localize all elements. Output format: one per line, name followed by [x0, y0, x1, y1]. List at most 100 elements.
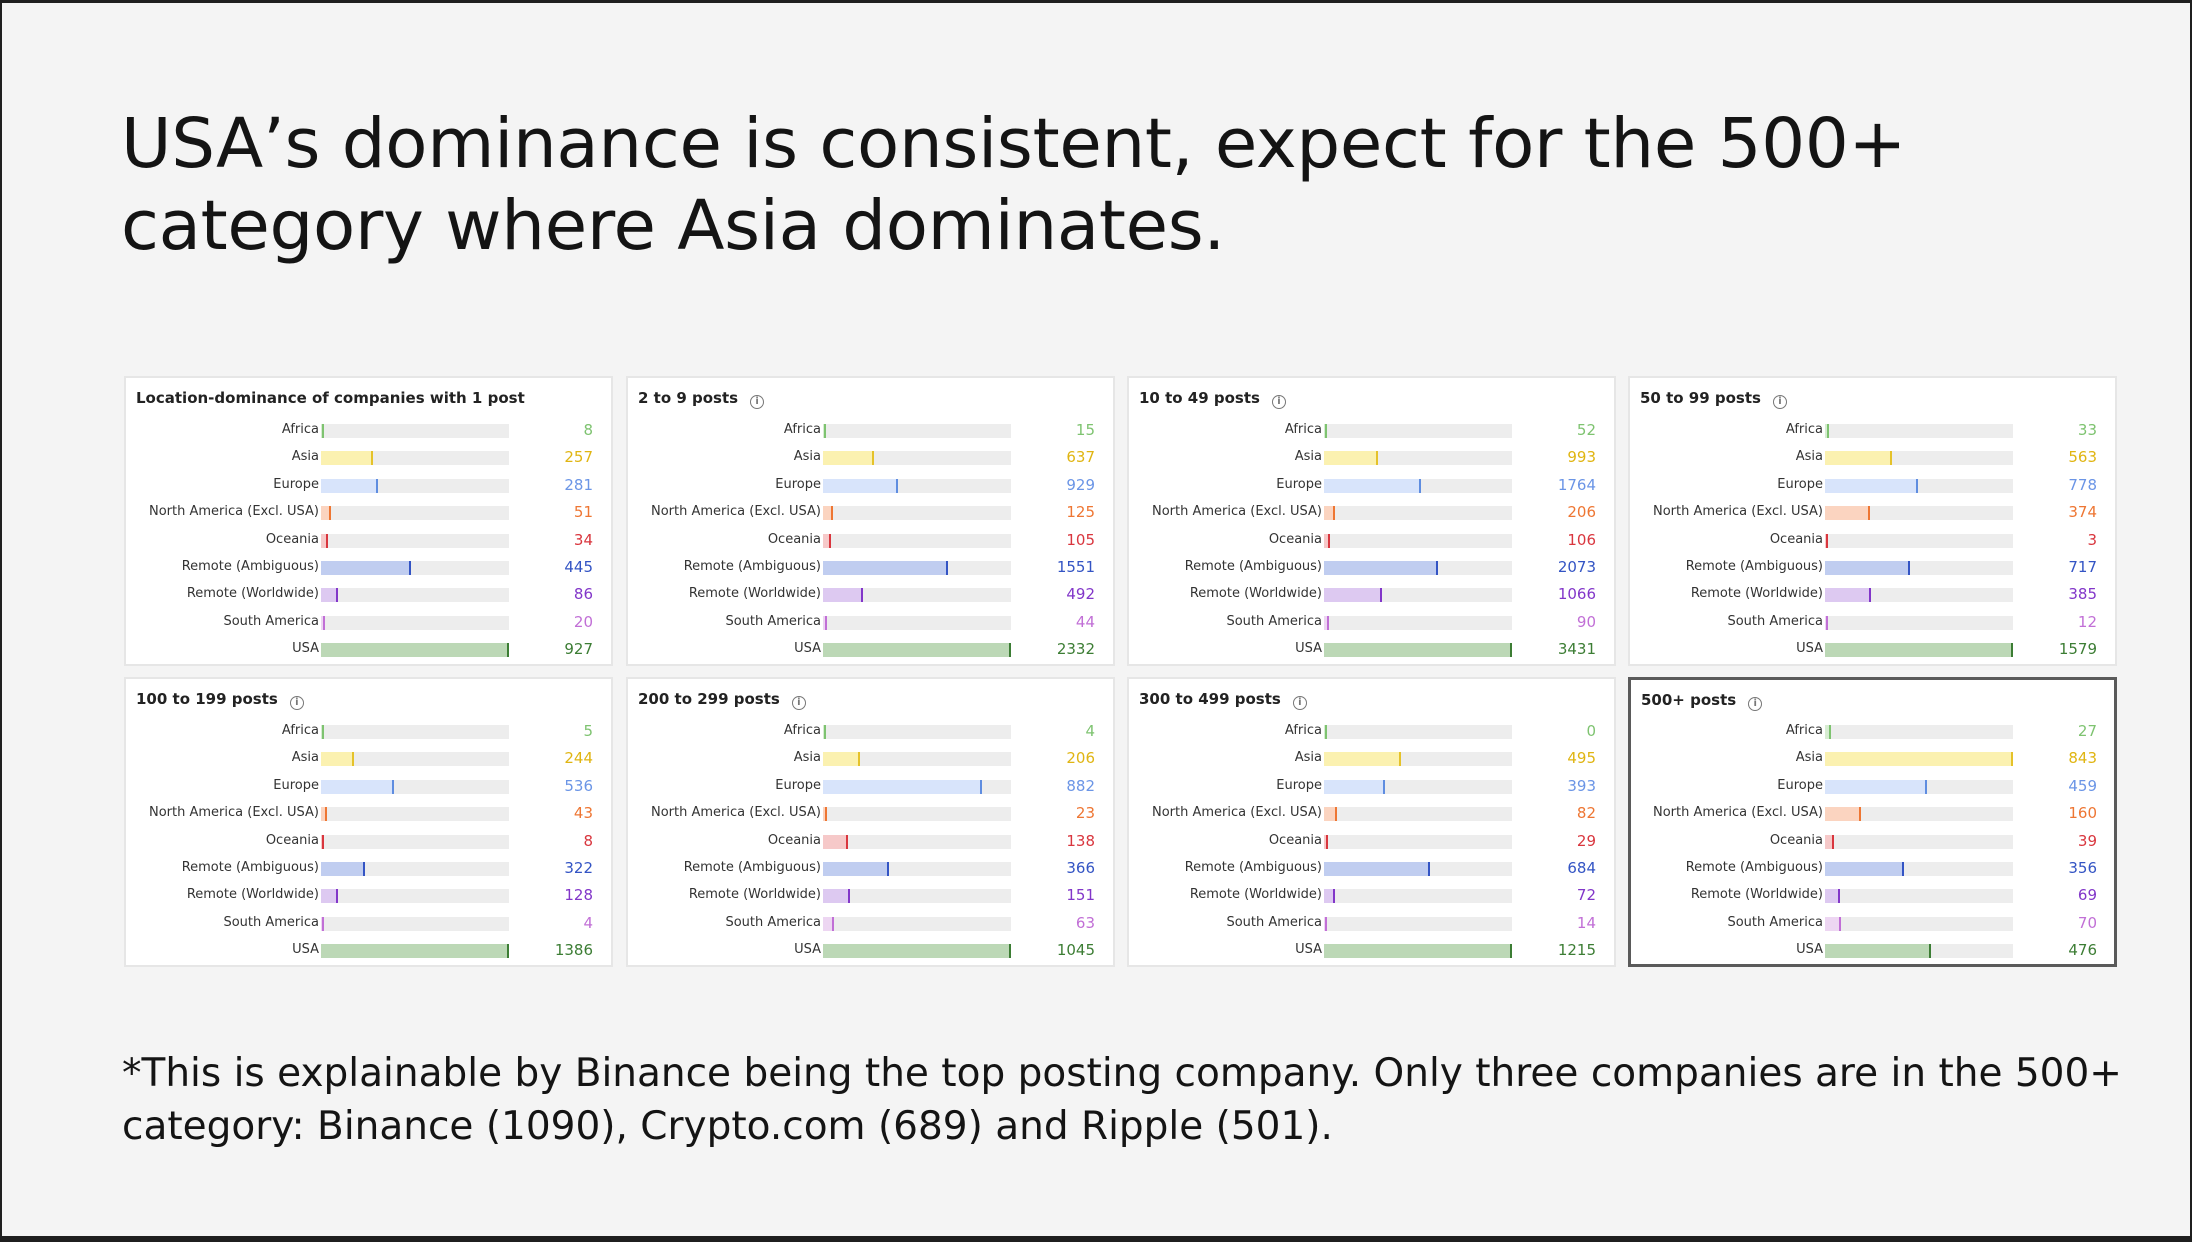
bar-track	[321, 862, 509, 876]
bar-tick	[825, 807, 828, 822]
bar-asia	[1825, 752, 2013, 767]
bar-remote-worldwide	[1825, 588, 1871, 603]
bar-tick	[1838, 916, 1841, 931]
bar-track	[321, 916, 509, 931]
value-label: 1066	[1557, 585, 1596, 604]
bar-track	[1324, 807, 1512, 822]
category-label: Oceania	[767, 832, 821, 848]
bar-row-remote-ambiguous: Remote (Ambiguous) 717	[1630, 554, 2115, 581]
category-label: North America (Excl. USA)	[1653, 805, 1823, 821]
bar-south-america	[1825, 916, 1841, 931]
bar-oceania	[823, 533, 832, 548]
bar-usa	[1324, 944, 1512, 959]
bar-row-oceania: Oceania 105	[628, 527, 1113, 554]
chart-panel: 50 to 99 posts i Africa 33 Asia 563 Europe 778 N…	[1628, 376, 2117, 666]
value-label: 536	[564, 776, 593, 795]
value-label: 929	[1066, 475, 1095, 494]
info-circle-icon[interactable]: i	[1748, 697, 1763, 711]
info-circle-icon[interactable]: i	[1271, 395, 1286, 409]
panel-title: 100 to 199 posts i	[136, 689, 304, 710]
bar-tick	[322, 834, 324, 849]
category-label: Europe	[273, 476, 319, 492]
bar-track	[1825, 916, 2013, 931]
bar-tick	[1333, 506, 1336, 521]
category-label: Africa	[783, 723, 821, 738]
category-label: Oceania	[265, 832, 319, 848]
panel-title: 50 to 99 posts i	[1640, 388, 1787, 409]
category-label: South America	[725, 914, 821, 930]
bar-row-europe: Europe 536	[126, 773, 611, 800]
bar-tick	[1376, 451, 1379, 466]
bar-track	[1324, 916, 1512, 931]
bar-north-america-excl-usa	[321, 506, 332, 521]
value-label: 778	[2068, 475, 2097, 494]
bar-row-remote-ambiguous: Remote (Ambiguous) 366	[628, 855, 1113, 882]
bar-row-north-america-excl-usa: North America (Excl. USA) 206	[1129, 499, 1614, 526]
category-label: North America (Excl. USA)	[1152, 504, 1322, 520]
bar-oceania	[321, 533, 328, 548]
info-circle-icon[interactable]: i	[750, 395, 765, 409]
bar-track	[823, 643, 1011, 658]
value-label: 1764	[1557, 475, 1596, 494]
bar-africa	[321, 424, 324, 438]
category-label: Remote (Worldwide)	[1690, 887, 1823, 903]
bar-remote-ambiguous	[1825, 561, 1911, 575]
bar-tick	[1325, 725, 1327, 739]
bar-tick	[860, 588, 863, 603]
bar-europe	[1324, 779, 1385, 794]
bar-row-oceania: Oceania 106	[1129, 527, 1614, 554]
value-label: 90	[1576, 612, 1596, 631]
bar-tick	[1009, 944, 1011, 959]
info-circle-icon[interactable]: i	[1292, 696, 1307, 710]
bar-north-america-excl-usa	[823, 807, 828, 822]
category-label: Remote (Worldwide)	[688, 586, 821, 602]
value-label: 8	[583, 831, 593, 850]
panel-title: Location-dominance of companies with 1 p…	[136, 388, 525, 408]
panel-title: 200 to 299 posts i	[638, 689, 806, 710]
category-label: USA	[794, 942, 821, 958]
category-label: South America	[1226, 914, 1322, 930]
bar-row-oceania: Oceania 29	[1129, 828, 1614, 855]
bar-track	[321, 725, 509, 739]
bar-tick	[352, 752, 355, 767]
bar-africa	[321, 725, 324, 739]
info-circle-icon[interactable]: i	[791, 696, 806, 710]
bar-track	[1825, 588, 2013, 603]
value-label: 1551	[1056, 558, 1095, 576]
bar-tick	[1838, 889, 1841, 904]
bar-row-usa: USA 476	[1631, 937, 2114, 964]
category-label: Asia	[291, 449, 319, 465]
category-label: Asia	[793, 750, 821, 766]
bar-track	[321, 643, 509, 658]
bar-track	[1324, 506, 1512, 521]
bar-row-north-america-excl-usa: North America (Excl. USA) 374	[1630, 499, 2115, 526]
value-label: 33	[2077, 421, 2097, 439]
value-label: 128	[564, 886, 593, 905]
bar-row-north-america-excl-usa: North America (Excl. USA) 51	[126, 499, 611, 526]
value-label: 459	[2068, 776, 2097, 795]
info-circle-icon[interactable]: i	[1772, 395, 1787, 409]
value-label: 374	[2068, 503, 2097, 522]
footnote: *This is explainable by Binance being th…	[122, 1051, 2122, 1149]
bar-tick	[831, 506, 834, 521]
bar-track	[321, 478, 509, 493]
category-label: Africa	[281, 422, 319, 437]
bar-track	[1324, 944, 1512, 959]
bar-tick	[1829, 725, 1832, 739]
category-label: South America	[1727, 613, 1823, 629]
bar-row-africa: Africa 27	[1631, 718, 2114, 745]
category-label: Europe	[775, 476, 821, 492]
value-label: 3	[2087, 530, 2097, 549]
category-label: Asia	[1795, 750, 1823, 766]
bar-track	[823, 807, 1011, 822]
bar-tick	[323, 615, 326, 630]
bar-usa	[823, 944, 1011, 959]
bar-row-asia: Asia 563	[1630, 444, 2115, 471]
value-label: 70	[2077, 913, 2097, 932]
bar-remote-worldwide	[1324, 889, 1336, 904]
info-circle-icon[interactable]: i	[289, 696, 304, 710]
bar-row-north-america-excl-usa: North America (Excl. USA) 160	[1631, 800, 2114, 827]
bar-track	[1825, 643, 2013, 658]
category-label: Africa	[1284, 723, 1322, 738]
bar-row-remote-worldwide: Remote (Worldwide) 86	[126, 581, 611, 608]
